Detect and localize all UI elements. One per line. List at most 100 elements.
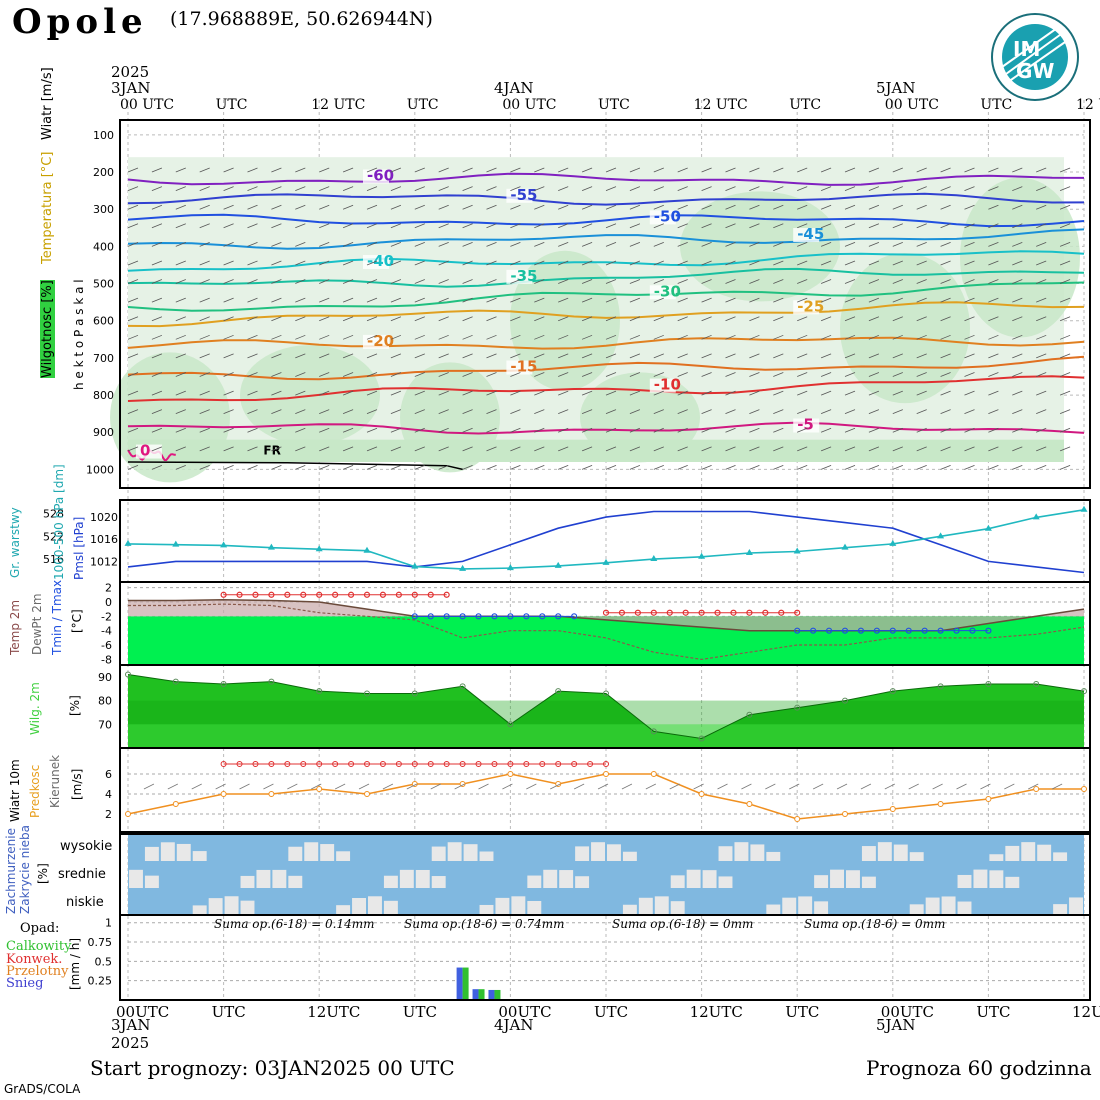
- wind-barb: [295, 390, 306, 396]
- wind-barb: [366, 279, 378, 284]
- wind-barb: [964, 297, 975, 303]
- cloud-cell: [527, 875, 542, 888]
- wind-barb: [868, 279, 880, 284]
- isotherm-label-bg-7: [793, 300, 820, 315]
- cross-ytick-1: 200: [93, 166, 114, 179]
- wind-barb: [749, 334, 760, 340]
- wind-barb: [773, 260, 784, 266]
- wind-barb: [127, 223, 139, 229]
- humidity-marker-3: [268, 678, 275, 685]
- wind-barb: [127, 465, 139, 470]
- wind-barb: [844, 390, 856, 396]
- wind-barb: [725, 316, 736, 322]
- wind-barb: [414, 186, 425, 191]
- wind-barb: [223, 446, 234, 452]
- isotherm-label-bg-0: [363, 169, 389, 184]
- isotherm-label-8: -20: [367, 332, 394, 350]
- wind-barb: [510, 260, 521, 266]
- humidity-marker-15: [842, 697, 848, 704]
- wind-barb: [605, 334, 617, 340]
- wind-barb: [247, 465, 258, 470]
- wind-barb: [319, 260, 330, 266]
- wind-barb: [438, 390, 449, 396]
- wind-barb: [581, 446, 593, 452]
- humidity-marker-5: [364, 690, 370, 697]
- wind-barb: [342, 260, 354, 266]
- wind-barb: [295, 409, 306, 415]
- wind-barb: [892, 390, 903, 396]
- wind-barb: [295, 279, 306, 284]
- wind-barb: [1012, 223, 1023, 229]
- wind-barb: [773, 279, 784, 284]
- top-date-2: 5JAN: [876, 79, 916, 97]
- wind-barb: [510, 372, 521, 377]
- wind-barb: [892, 297, 903, 303]
- wind-barb: [366, 446, 378, 452]
- cloud-panel: [128, 834, 1084, 915]
- wind-barb: [127, 279, 139, 284]
- humidity-band-70: [128, 724, 1084, 748]
- wind-direction-barb: [645, 783, 657, 790]
- bottom-tick-6: 12UTC: [689, 1003, 743, 1021]
- wind-barb: [366, 186, 378, 191]
- cloud-cell: [1005, 876, 1020, 888]
- wind-barb: [773, 446, 784, 452]
- wind-direction-barb: [358, 783, 370, 790]
- wind-barb: [295, 242, 306, 247]
- wind-barb: [199, 223, 210, 229]
- wind-barb: [653, 242, 664, 247]
- wind-barb: [1012, 186, 1023, 191]
- isotherm-label-6: -30: [654, 282, 681, 300]
- wind-barb: [510, 446, 521, 452]
- cloud-cell: [240, 875, 255, 888]
- bottom-tick-4: 00UTC: [498, 1003, 552, 1021]
- wind-barb: [605, 242, 617, 247]
- cloud-cell: [877, 842, 892, 861]
- wind-barb: [868, 427, 880, 433]
- wind-barb: [581, 427, 593, 433]
- wind-barb: [725, 390, 736, 396]
- wind-barb: [247, 409, 258, 415]
- wind-barb: [844, 334, 856, 340]
- bottom-tick-9: UTC: [976, 1003, 1011, 1021]
- wind-barb: [988, 297, 999, 303]
- isotherm-label-bg-11: [793, 418, 820, 433]
- wind-barb: [247, 167, 258, 173]
- wind-barb: [940, 465, 951, 470]
- wind-speed-marker-16: [889, 806, 896, 812]
- wind-barb: [414, 167, 425, 173]
- cloud-cell: [192, 905, 207, 915]
- wind-barb: [581, 167, 593, 173]
- wind-barb: [199, 465, 210, 470]
- wind-barb: [653, 353, 664, 359]
- wind-barb: [868, 334, 880, 340]
- wind-barb: [558, 297, 569, 303]
- wind-barb: [940, 316, 951, 322]
- wind-barb: [797, 353, 808, 359]
- wind-barb: [892, 242, 903, 247]
- wind-barb: [773, 427, 784, 433]
- wind-barb: [247, 260, 258, 266]
- humidity-low-band: [128, 439, 1064, 462]
- wind-barb: [1036, 427, 1047, 433]
- wind-barb: [390, 372, 402, 377]
- wind-barb: [462, 390, 473, 396]
- wind-barb: [223, 167, 234, 173]
- wind-barb: [1059, 390, 1071, 396]
- wind-barb: [677, 316, 688, 322]
- cloud-cell: [989, 854, 1004, 861]
- thickness-pmsl-panel: [124, 505, 1088, 574]
- wind-barb: [629, 204, 641, 210]
- wind-barb: [916, 465, 927, 470]
- wind-barb: [462, 260, 473, 266]
- cloud-cell: [607, 844, 621, 861]
- wind-barb: [797, 446, 808, 452]
- pmsl-ytick-1: 1016: [90, 533, 118, 546]
- wind-barb: [677, 372, 688, 377]
- wind-direction-barb: [478, 783, 489, 790]
- wind-barb: [319, 279, 330, 284]
- wind-barb: [151, 297, 163, 303]
- cloud-cell: [782, 897, 797, 915]
- bottom-tick-0: 00UTC: [116, 1003, 170, 1021]
- wind-barb: [486, 186, 497, 191]
